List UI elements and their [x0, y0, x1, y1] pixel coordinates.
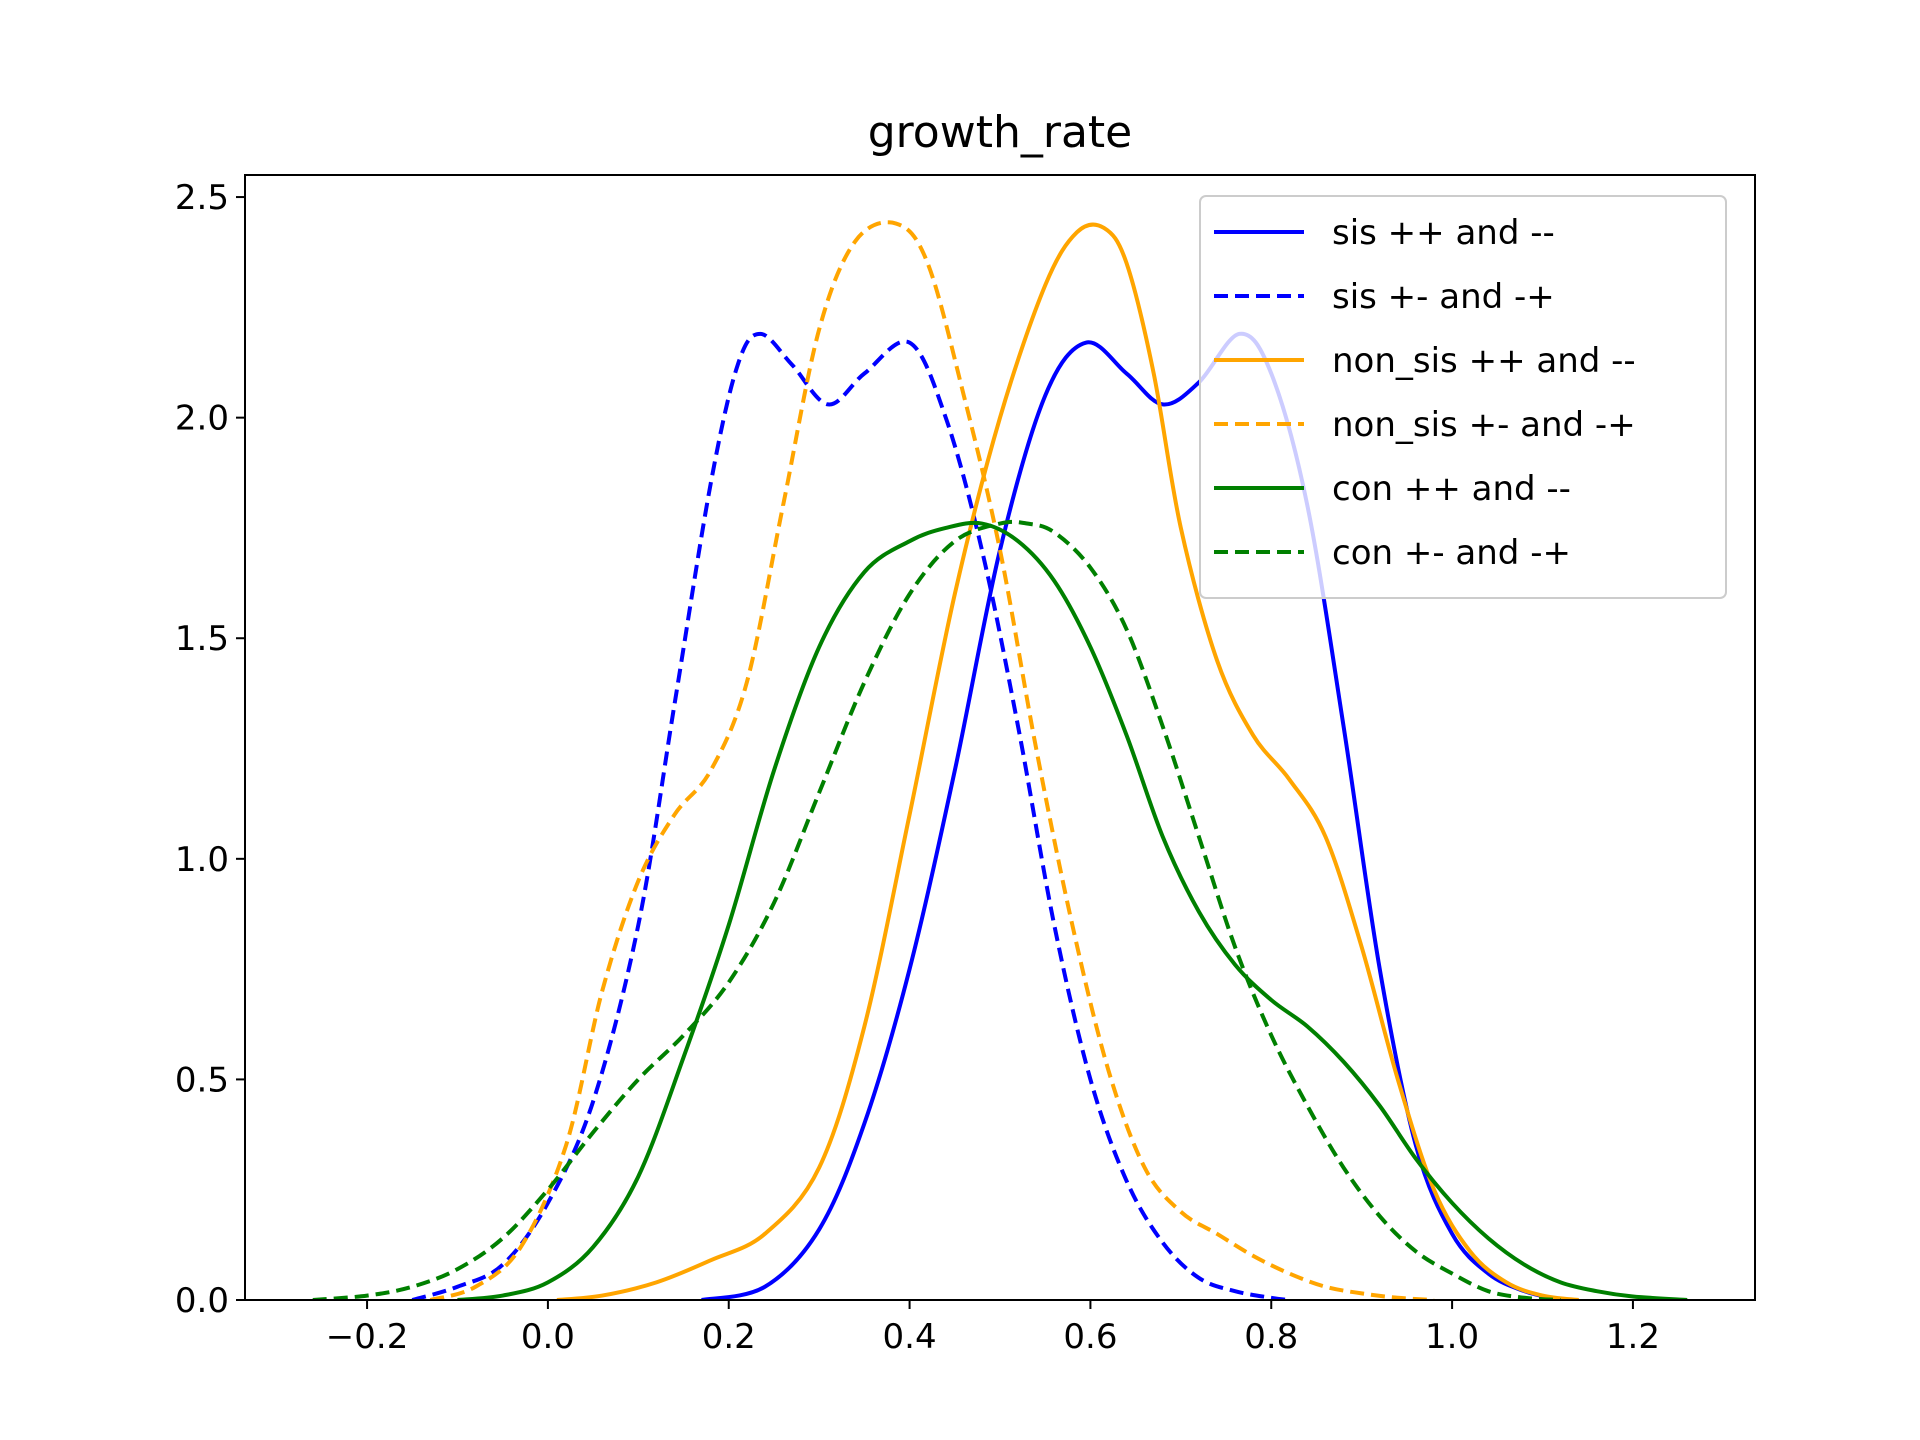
x-tick-label: 0.0 [521, 1317, 575, 1357]
legend-entry: sis +- and -+ [1214, 277, 1555, 317]
y-tick-label: 0.5 [175, 1060, 229, 1100]
legend-box [1199, 195, 1727, 599]
legend-label: con ++ and -- [1332, 469, 1571, 509]
legend-label: sis ++ and -- [1332, 213, 1555, 253]
legend-entry: non_sis ++ and -- [1214, 341, 1636, 381]
plot-area [312, 220, 1688, 1300]
legend-label: sis +- and -+ [1332, 277, 1555, 317]
x-tick-label: 1.0 [1425, 1317, 1479, 1357]
series-line-6-con-pm-and-mp [312, 519, 1561, 1300]
x-tick-label: 0.2 [702, 1317, 756, 1357]
legend-entry: sis ++ and -- [1214, 213, 1555, 253]
y-tick-label: 2.0 [175, 399, 229, 439]
y-tick-label: 1.5 [175, 619, 229, 659]
x-tick-label: 0.6 [1063, 1317, 1117, 1357]
chart-title: growth_rate [868, 107, 1132, 158]
y-tick-label: 2.5 [175, 178, 229, 218]
legend-entry: con ++ and -- [1214, 469, 1571, 509]
y-tick-label: 1.0 [175, 840, 229, 880]
legend-entry: non_sis +- and -+ [1214, 405, 1636, 445]
axes: −0.2 0.0 0.2 0.4 0.6 0.8 1.0 1.2 0.0 0.5 1.0 1.5 2.0… [175, 174, 1756, 1357]
series-line-2-sis-pm-and-mp [411, 331, 1290, 1300]
legend-label: con +- and -+ [1332, 533, 1571, 573]
series-line-5-con-pp-and-mm [457, 520, 1688, 1300]
series-line-3-non-sis-pp-and-mm [556, 222, 1579, 1300]
legend-label: non_sis +- and -+ [1332, 405, 1636, 445]
legend-label: non_sis ++ and -- [1332, 341, 1636, 381]
series-line-4-non-sis-pm-and-mp [429, 220, 1435, 1300]
legend: sis ++ and -- sis +- and -+ non_sis ++ and… [1199, 195, 1727, 599]
x-tick-label: 0.4 [883, 1317, 937, 1357]
axes-frame [244, 174, 1756, 1301]
x-tick-label: −0.2 [326, 1317, 409, 1357]
legend-entry: con +- and -+ [1214, 533, 1571, 573]
x-tick-label: 0.8 [1244, 1317, 1298, 1357]
x-tick-label: 1.2 [1606, 1317, 1660, 1357]
y-tick-label: 0.0 [175, 1281, 229, 1321]
